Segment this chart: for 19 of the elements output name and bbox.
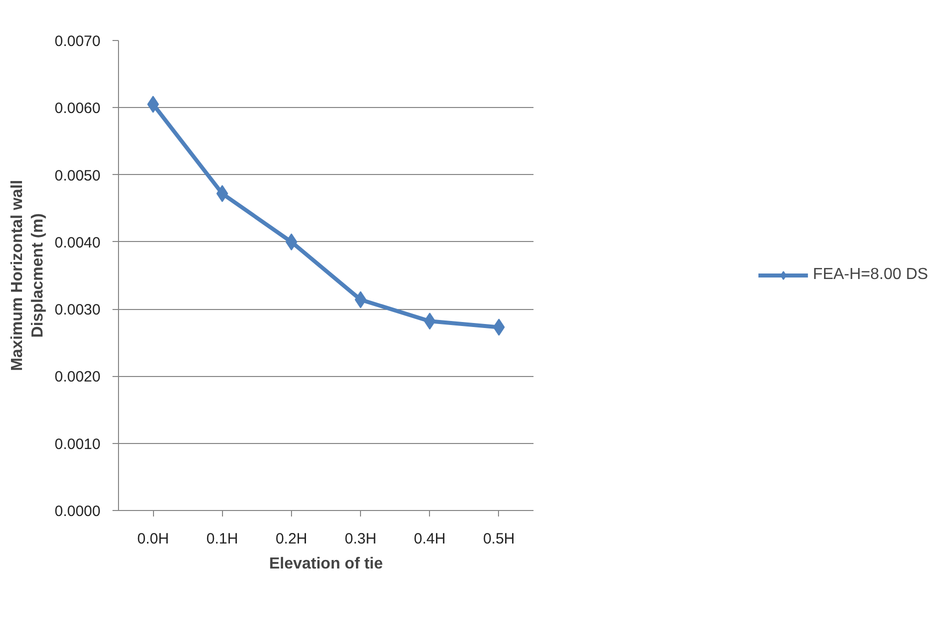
x-tick-label: 0.0H xyxy=(137,530,169,548)
y-tick-label: 0.0020 xyxy=(54,368,101,386)
x-tick-label: 0.2H xyxy=(276,530,308,548)
x-tick-label: 0.5H xyxy=(483,530,515,548)
y-tick-label: 0.0070 xyxy=(54,33,101,50)
y-tick-label: 0.0060 xyxy=(54,100,101,118)
y-tick-label: 0.0030 xyxy=(54,302,101,319)
y-tick-label: 0.0000 xyxy=(54,503,101,520)
y-axis-title: Maximum Horizontal wall Displacment (m) xyxy=(9,180,47,372)
legend-label: FEA-H=8.00 DS xyxy=(812,266,928,284)
x-axis-title: Elevation of tie xyxy=(269,556,383,572)
x-tick-label: 0.1H xyxy=(206,530,238,548)
x-tick-label: 0.3H xyxy=(344,530,376,548)
point xyxy=(424,312,436,330)
point xyxy=(216,185,228,202)
x-tick-label: 0.4H xyxy=(414,530,446,548)
y-tick-label: 0.0050 xyxy=(54,167,101,184)
y-tick-label: 0.0010 xyxy=(54,436,101,453)
y-tick-label: 0.0040 xyxy=(54,234,101,252)
